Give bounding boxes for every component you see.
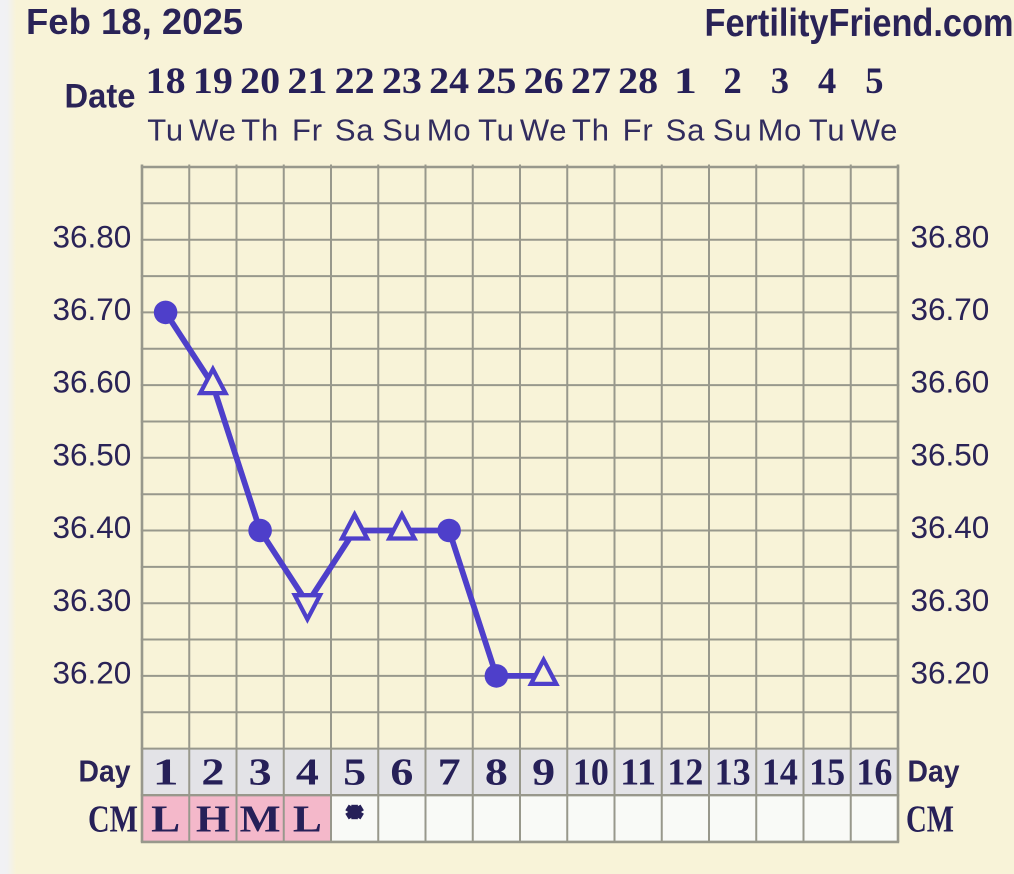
svg-text:9: 9 xyxy=(532,752,555,794)
svg-text:Fr: Fr xyxy=(292,112,323,147)
svg-text:Mo: Mo xyxy=(758,112,803,147)
svg-text:Feb 18, 2025: Feb 18, 2025 xyxy=(26,1,243,42)
svg-text:10: 10 xyxy=(573,752,609,794)
svg-text:21: 21 xyxy=(287,60,327,101)
svg-text:18: 18 xyxy=(146,60,186,101)
svg-text:Sa: Sa xyxy=(335,112,375,147)
svg-text:36.40: 36.40 xyxy=(52,509,131,545)
svg-text:28: 28 xyxy=(618,60,658,101)
svg-text:Sa: Sa xyxy=(666,112,706,147)
svg-text:36.20: 36.20 xyxy=(52,655,131,691)
svg-text:3: 3 xyxy=(771,60,789,101)
svg-text:Tu: Tu xyxy=(478,112,515,147)
svg-text:Fr: Fr xyxy=(623,112,654,147)
svg-text:36.60: 36.60 xyxy=(52,364,131,400)
svg-text:36.80: 36.80 xyxy=(52,218,131,254)
svg-text:2: 2 xyxy=(723,60,741,101)
svg-text:12: 12 xyxy=(667,752,703,794)
svg-text:1: 1 xyxy=(153,752,179,794)
svg-text:We: We xyxy=(189,112,237,147)
svg-text:8: 8 xyxy=(485,752,508,794)
svg-text:Date: Date xyxy=(65,78,136,116)
svg-text:2: 2 xyxy=(201,752,224,794)
svg-text:Day: Day xyxy=(79,755,131,789)
svg-text:36.50: 36.50 xyxy=(911,436,990,472)
svg-text:23: 23 xyxy=(382,60,422,101)
svg-text:Su: Su xyxy=(713,112,753,147)
svg-text:14: 14 xyxy=(762,752,798,794)
svg-text:Th: Th xyxy=(241,112,279,147)
svg-text:36.70: 36.70 xyxy=(911,291,990,327)
svg-text:5: 5 xyxy=(343,752,366,794)
svg-text:24: 24 xyxy=(429,60,469,101)
svg-text:22: 22 xyxy=(335,60,375,101)
svg-text:20: 20 xyxy=(240,60,280,101)
svg-text:L: L xyxy=(293,799,322,841)
svg-text:36.30: 36.30 xyxy=(52,582,131,618)
svg-text:7: 7 xyxy=(438,752,461,794)
svg-text:H: H xyxy=(196,799,230,841)
svg-text:16: 16 xyxy=(856,752,892,794)
svg-text:Th: Th xyxy=(572,112,610,147)
svg-text:Tu: Tu xyxy=(809,112,846,147)
svg-text:19: 19 xyxy=(193,60,233,101)
svg-text:3: 3 xyxy=(249,752,272,794)
svg-text:6: 6 xyxy=(390,752,413,794)
svg-text:27: 27 xyxy=(571,60,611,101)
svg-text:5: 5 xyxy=(865,60,883,101)
svg-text:11: 11 xyxy=(620,752,656,794)
svg-text:Tu: Tu xyxy=(147,112,184,147)
svg-text:L: L xyxy=(151,799,180,841)
svg-text:Mo: Mo xyxy=(427,112,472,147)
svg-text:36.80: 36.80 xyxy=(911,218,990,254)
svg-text:36.50: 36.50 xyxy=(52,436,131,472)
svg-text:Day: Day xyxy=(908,755,960,789)
svg-text:Su: Su xyxy=(382,112,422,147)
svg-text:36.20: 36.20 xyxy=(911,655,990,691)
svg-text:CM: CM xyxy=(906,799,954,841)
svg-text:36.40: 36.40 xyxy=(911,509,990,545)
svg-text:15: 15 xyxy=(809,752,845,794)
svg-text:M: M xyxy=(240,799,281,841)
svg-text:We: We xyxy=(520,112,568,147)
svg-text:FertilityFriend.com: FertilityFriend.com xyxy=(705,2,1014,45)
svg-text:26: 26 xyxy=(524,60,564,101)
svg-text:CM: CM xyxy=(88,799,138,841)
svg-text:13: 13 xyxy=(715,752,751,794)
svg-text:1: 1 xyxy=(674,60,697,101)
svg-text:36.30: 36.30 xyxy=(911,582,990,618)
svg-text:36.60: 36.60 xyxy=(911,364,990,400)
svg-text:4: 4 xyxy=(818,60,836,101)
svg-text:We: We xyxy=(851,112,899,147)
svg-text:36.70: 36.70 xyxy=(52,291,131,327)
svg-text:25: 25 xyxy=(476,60,516,101)
svg-text:4: 4 xyxy=(296,752,319,794)
